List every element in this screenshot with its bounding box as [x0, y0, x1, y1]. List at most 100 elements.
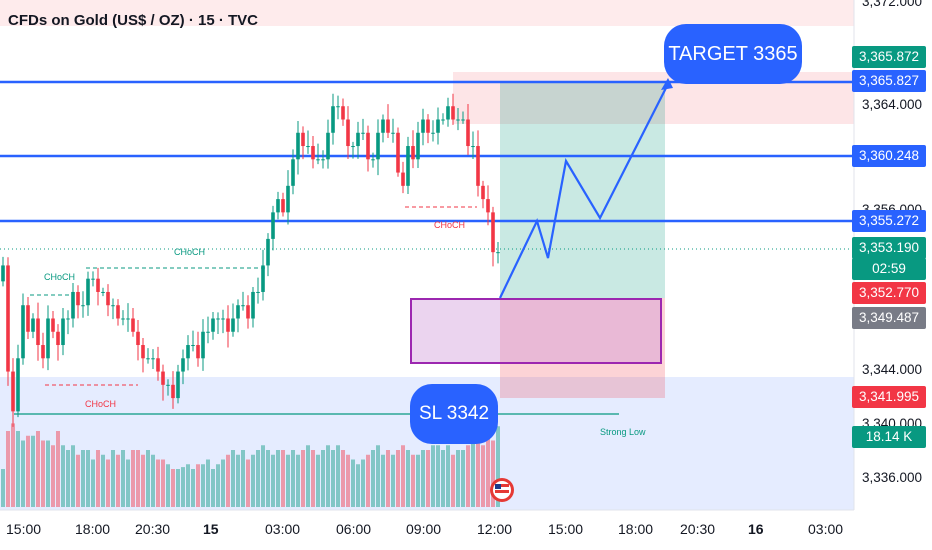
candle-body: [346, 119, 350, 147]
volume-bar: [221, 459, 225, 507]
volume-bar: [46, 440, 50, 507]
time-label: 20:30: [680, 521, 716, 537]
candle-body: [36, 318, 40, 346]
volume-bar: [426, 450, 430, 507]
volume-bar: [206, 459, 210, 507]
volume-bar: [241, 450, 245, 507]
candle-body: [251, 291, 255, 319]
candle-body: [441, 119, 445, 121]
candle-body: [66, 318, 70, 320]
volume-bar: [481, 445, 485, 507]
volume-bar: [66, 450, 70, 507]
price-tag-bid: 3,352.770: [852, 282, 926, 304]
candle-body: [81, 305, 85, 307]
candle-body: [101, 291, 105, 293]
upper-supply-zone: [0, 0, 854, 26]
volume-bar: [486, 435, 490, 507]
volume-bar: [61, 445, 65, 507]
choch-label-4: CHoCH: [434, 220, 465, 230]
time-label: 15:00: [548, 521, 584, 537]
volume-bar: [456, 450, 460, 507]
candle-body: [16, 358, 20, 412]
time-label: 15:00: [6, 521, 42, 537]
volume-bar: [306, 445, 310, 507]
flag-icon[interactable]: [490, 478, 514, 502]
price-tag-target-level: 3,365.827: [852, 70, 926, 92]
volume-bar: [361, 459, 365, 507]
volume-bar: [231, 450, 235, 507]
candle-body: [131, 318, 135, 332]
candle-body: [136, 331, 140, 346]
candle-body: [311, 146, 315, 160]
candle-body: [361, 132, 365, 134]
volume-bar: [191, 469, 195, 507]
candle-body: [316, 159, 320, 161]
candle-body: [391, 132, 395, 134]
candle-body: [141, 345, 145, 359]
candle-body: [271, 212, 275, 239]
chart-annotations: CHoCH CHoCH CHoCH CHoCH Strong Low: [44, 78, 673, 437]
volume-bar: [36, 431, 40, 507]
volume-bar: [236, 454, 240, 507]
candle-body: [496, 252, 500, 254]
candle-body: [401, 172, 405, 186]
candle-body: [296, 132, 300, 160]
candle-body: [256, 291, 260, 293]
price-tag-mid-level: 3,360.248: [852, 145, 926, 167]
volume-bar: [421, 450, 425, 507]
candle-body: [146, 358, 150, 360]
volume-bar: [11, 423, 15, 507]
volume-bar: [41, 440, 45, 507]
candle-body: [41, 345, 45, 359]
candle-body: [376, 132, 380, 160]
volume-bars: [1, 423, 500, 507]
candle-body: [191, 345, 195, 347]
volume-bar: [356, 464, 360, 507]
volume-bar: [176, 469, 180, 507]
volume-bar: [431, 445, 435, 507]
candle-body: [366, 132, 370, 160]
candle-body: [231, 318, 235, 332]
candle-body: [1, 265, 5, 282]
candle-body: [456, 119, 460, 121]
volume-bar: [106, 459, 110, 507]
strong-low-label: Strong Low: [600, 427, 646, 437]
volume-bar: [471, 440, 475, 507]
volume-bar: [391, 454, 395, 507]
volume-bar: [76, 454, 80, 507]
volume-bar: [256, 450, 260, 507]
volume-bar: [376, 445, 380, 507]
candle-body: [426, 119, 430, 133]
candle-body: [71, 291, 75, 319]
price-label-3336: 3,336.000: [862, 470, 923, 485]
candle-body: [301, 132, 305, 147]
volume-bar: [496, 426, 500, 507]
volume-bar: [96, 450, 100, 507]
candle-body: [51, 318, 55, 332]
time-label: 20:30: [135, 521, 171, 537]
volume-bar: [331, 450, 335, 507]
volume-bar: [161, 459, 165, 507]
candle-body: [466, 119, 470, 147]
price-tag-entry: 3,349.487: [852, 307, 926, 329]
candle-body: [116, 305, 120, 319]
candle-body: [211, 318, 215, 332]
volume-bar: [466, 445, 470, 507]
candle-body: [126, 318, 130, 320]
candle-body: [446, 106, 450, 120]
candle-body: [331, 106, 335, 133]
volume-bar: [301, 450, 305, 507]
volume-bar: [396, 450, 400, 507]
candle-body: [201, 331, 205, 359]
volume-bar: [166, 464, 170, 507]
time-label: 03:00: [265, 521, 301, 537]
volume-bar: [311, 450, 315, 507]
candle-body: [261, 265, 265, 292]
candle-body: [286, 185, 290, 213]
candle-body: [381, 119, 385, 133]
volume-bar: [291, 450, 295, 507]
stop-loss-callout: SL 3342: [410, 384, 498, 444]
volume-bar: [261, 445, 265, 507]
projected-path: [499, 83, 669, 299]
